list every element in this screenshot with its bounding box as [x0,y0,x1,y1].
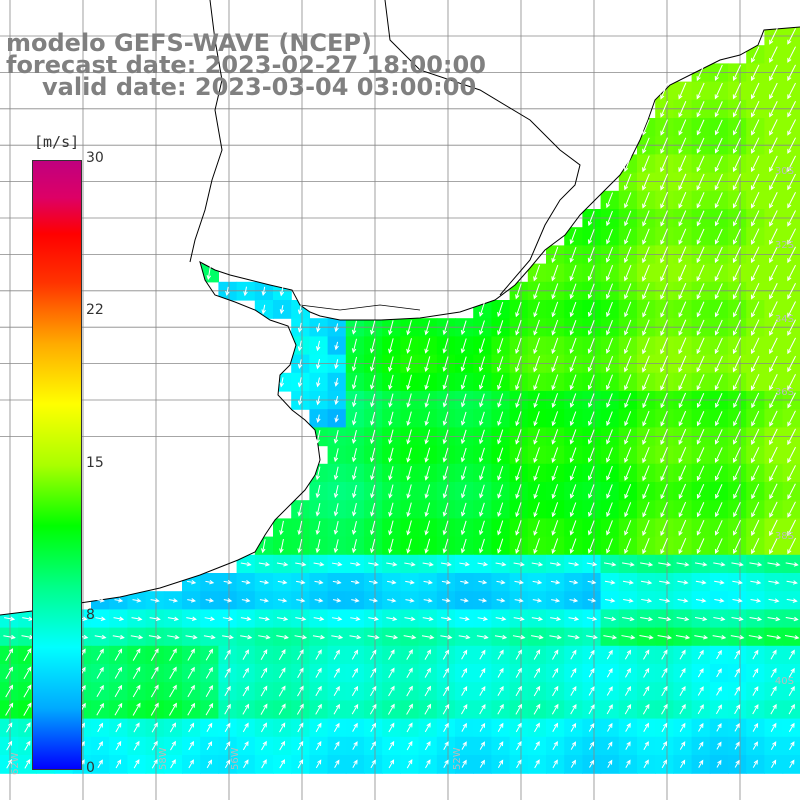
lon-label: 62W [10,752,21,775]
lat-label: 30S [775,166,794,177]
lon-label: 52W [452,747,463,770]
lat-label: 36S [775,387,794,398]
lon-label: 58W [158,747,169,770]
lat-label: 40S [775,676,794,687]
colorbar-tick-15: 15 [86,455,104,471]
colorbar-tick-30: 30 [86,150,104,166]
lat-label: 38S [775,531,794,542]
lat-label: 32S [775,240,794,251]
colorbar-tick-22: 22 [86,302,104,318]
colorbar [32,160,82,770]
colorbar-tick-8: 8 [86,607,95,623]
colorbar-unit: [m/s] [34,133,79,151]
title-valid-date: valid date: 2023-03-04 03:00:00 [42,74,476,100]
colorbar-tick-0: 0 [86,760,95,776]
lat-label: 34S [775,314,794,325]
lon-label: 56W [230,747,241,770]
